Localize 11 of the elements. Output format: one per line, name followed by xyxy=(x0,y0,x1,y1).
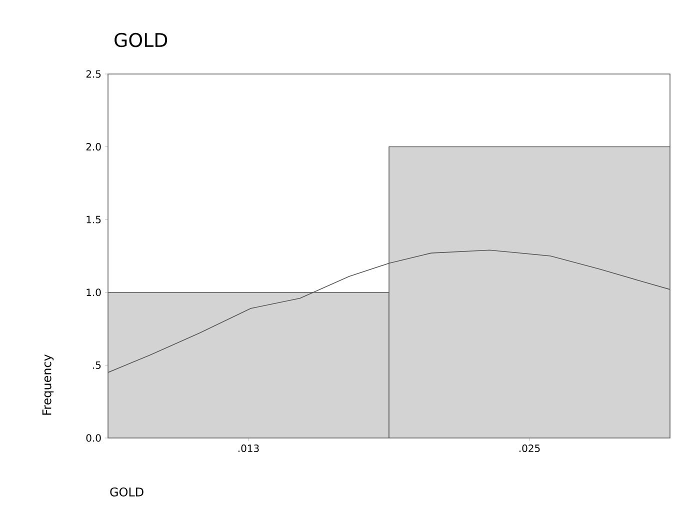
y-tick-label: 2.0 xyxy=(86,143,101,151)
x-axis-title: GOLD xyxy=(110,487,144,497)
y-tick-label: .5 xyxy=(93,361,101,369)
y-axis-title: Frequency xyxy=(42,354,54,415)
x-tick-label: .013 xyxy=(238,444,259,452)
x-tick-label: .025 xyxy=(519,444,540,452)
y-tick-label: 0.0 xyxy=(86,434,101,442)
y-tick-label: 1.0 xyxy=(86,288,101,296)
chart-title: GOLD xyxy=(114,32,168,48)
y-tick-label: 2.5 xyxy=(86,70,101,78)
y-tick-label: 1.5 xyxy=(86,216,101,224)
